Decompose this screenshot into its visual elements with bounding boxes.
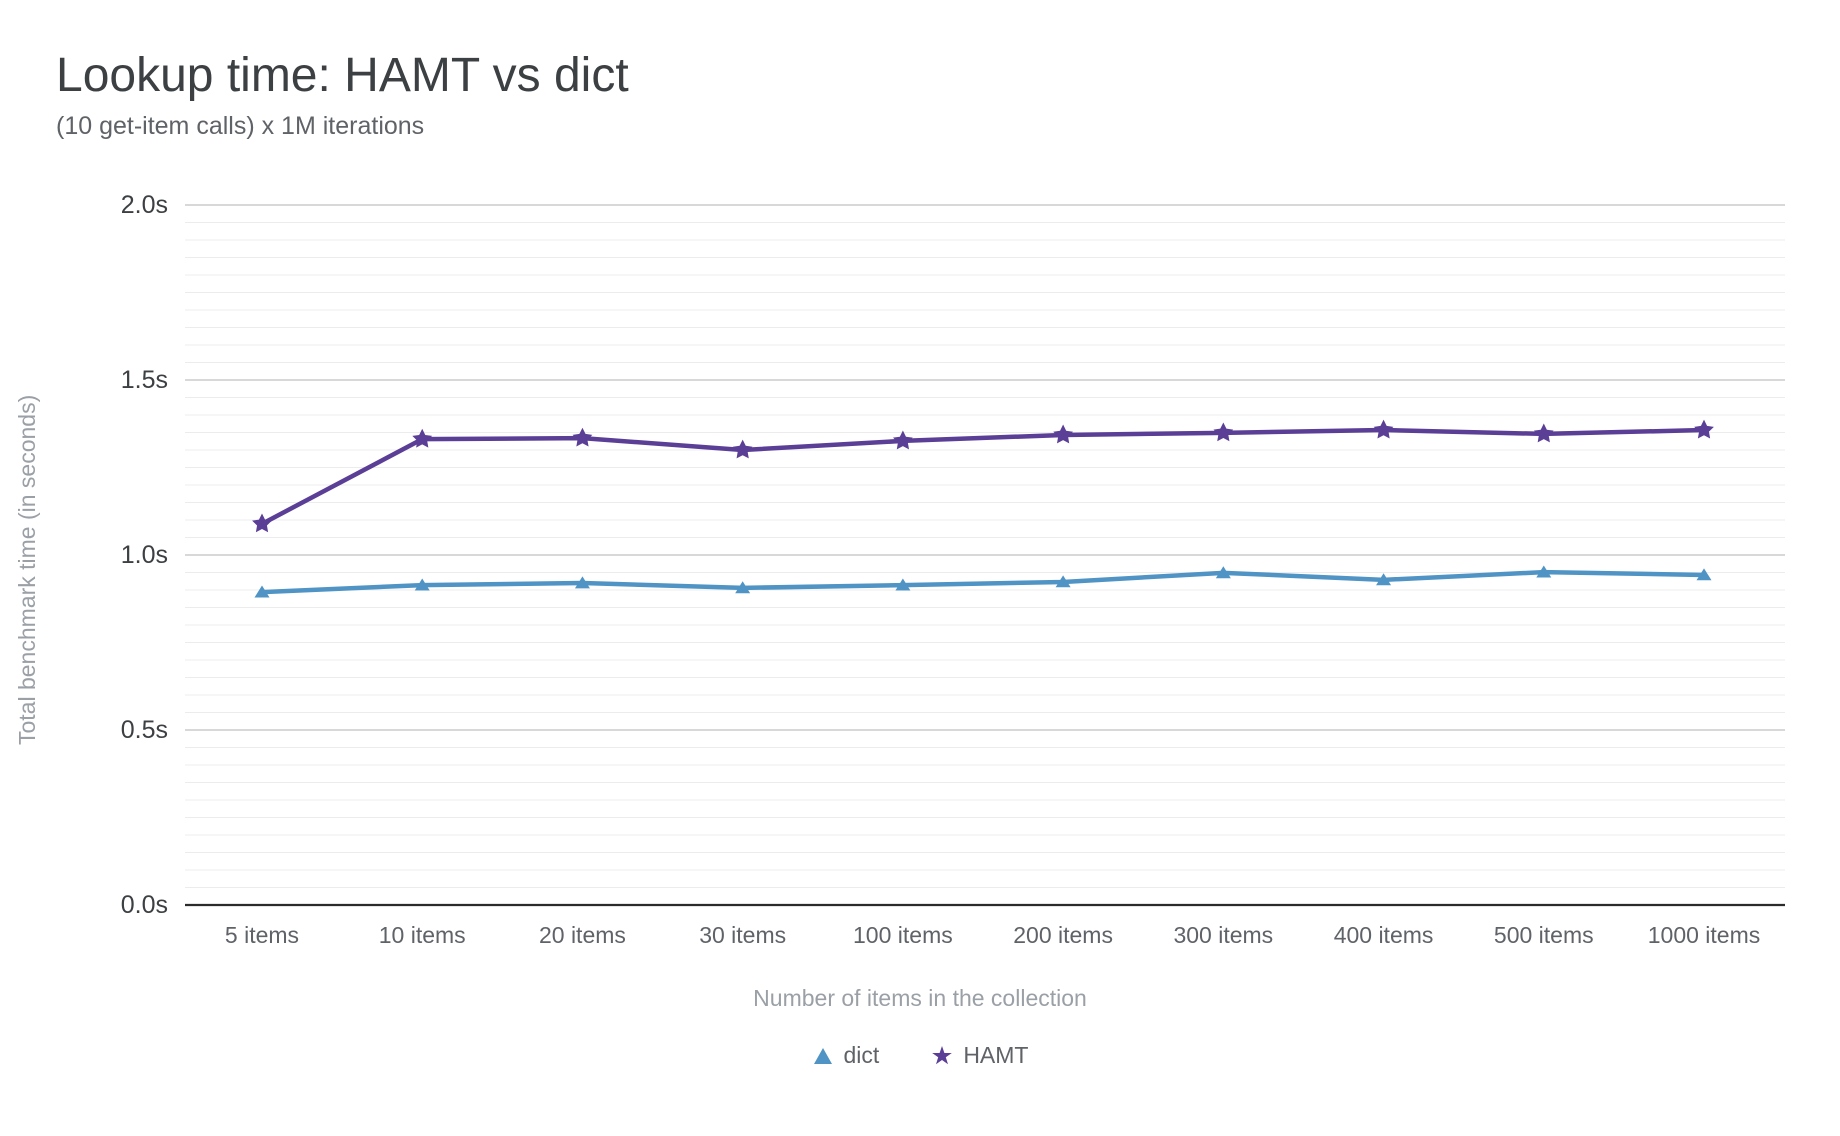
svg-text:400 items: 400 items: [1334, 922, 1434, 948]
svg-text:2.0s: 2.0s: [121, 191, 168, 219]
svg-text:5 items: 5 items: [225, 922, 299, 948]
svg-text:0.5s: 0.5s: [121, 716, 168, 744]
svg-text:20 items: 20 items: [539, 922, 626, 948]
svg-text:1.0s: 1.0s: [121, 541, 168, 569]
svg-text:300 items: 300 items: [1173, 922, 1273, 948]
svg-text:10 items: 10 items: [379, 922, 466, 948]
svg-text:0.0s: 0.0s: [121, 891, 168, 919]
svg-text:200 items: 200 items: [1013, 922, 1113, 948]
svg-text:1.5s: 1.5s: [121, 366, 168, 394]
svg-text:1000 items: 1000 items: [1648, 922, 1761, 948]
svg-text:100 items: 100 items: [853, 922, 953, 948]
svg-text:500 items: 500 items: [1494, 922, 1594, 948]
svg-text:30 items: 30 items: [699, 922, 786, 948]
